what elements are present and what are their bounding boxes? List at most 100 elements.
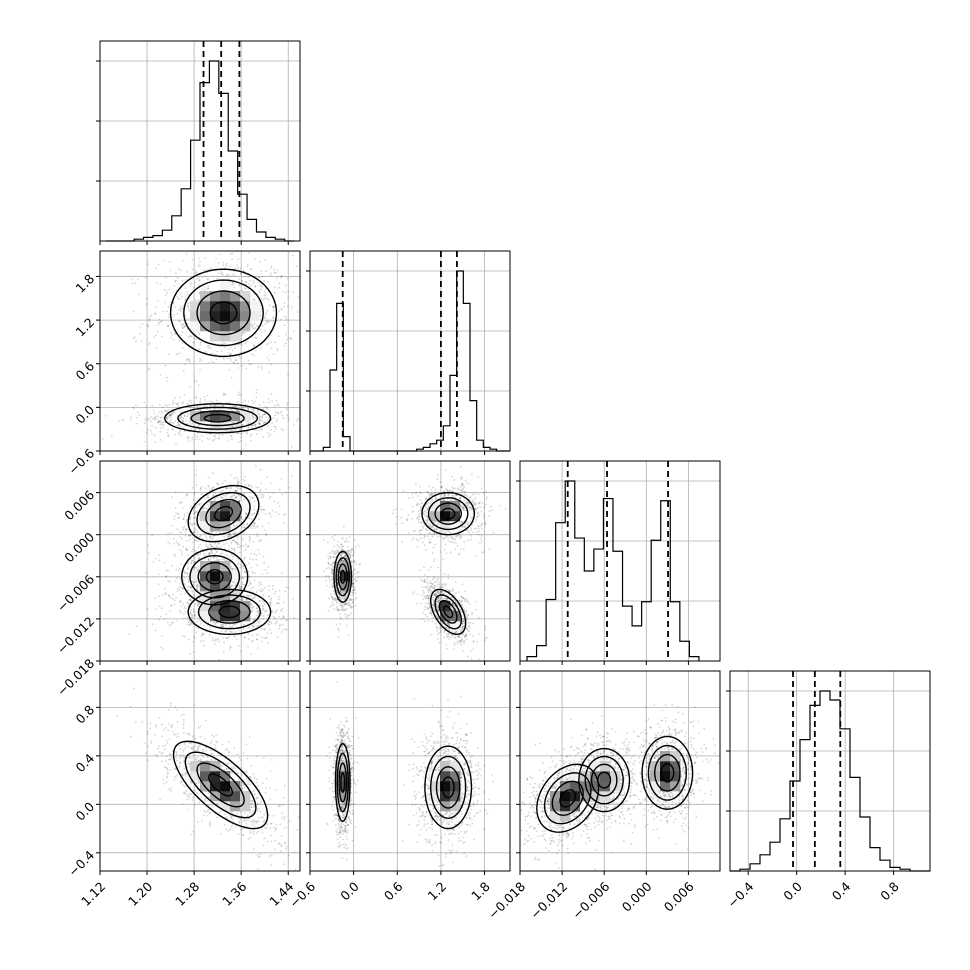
sample-point — [301, 607, 303, 609]
sample-point — [240, 515, 243, 518]
sample-point — [419, 509, 422, 511]
sample-point — [276, 636, 279, 639]
sample-point — [250, 640, 253, 643]
sample-point — [191, 613, 193, 616]
sample-point — [242, 584, 245, 586]
sample-point — [179, 563, 182, 565]
sample-point — [280, 609, 282, 612]
sample-point — [212, 352, 214, 355]
sample-point — [246, 263, 249, 266]
density-cell — [220, 611, 231, 622]
sample-point — [240, 356, 243, 359]
sample-point — [148, 343, 150, 346]
sample-point — [209, 438, 211, 441]
sample-point — [260, 365, 263, 368]
sample-point — [190, 402, 192, 404]
sample-point — [180, 416, 183, 419]
sample-point — [199, 400, 202, 402]
sample-point — [221, 496, 223, 499]
sample-point — [285, 619, 287, 622]
sample-point — [268, 371, 271, 374]
sample-point — [257, 625, 259, 628]
sample-point — [440, 486, 443, 488]
sample-point — [200, 359, 203, 362]
sample-point — [254, 595, 256, 598]
sample-point — [173, 284, 176, 287]
sample-point — [234, 584, 237, 587]
sample-point — [186, 573, 189, 575]
sample-point — [242, 524, 245, 527]
sample-point — [203, 405, 205, 408]
contour-line — [214, 505, 234, 522]
sample-point — [282, 290, 284, 293]
sample-point — [245, 367, 248, 370]
sample-point — [179, 305, 182, 308]
sample-point — [192, 499, 195, 501]
sample-point — [453, 538, 456, 541]
sample-point — [231, 548, 234, 551]
sample-point — [207, 285, 210, 288]
sample-point — [212, 494, 214, 497]
sample-point — [481, 523, 483, 526]
sample-point — [141, 323, 144, 326]
sample-point — [187, 585, 190, 588]
sample-point — [272, 316, 275, 319]
sample-point — [253, 298, 256, 301]
sample-point — [188, 359, 190, 361]
sample-point — [254, 349, 257, 352]
sample-point — [256, 535, 259, 538]
sample-point — [242, 478, 245, 481]
sample-point — [166, 376, 169, 379]
sample-point — [260, 288, 263, 290]
sample-point — [173, 518, 176, 521]
sample-point — [157, 421, 160, 424]
sample-point — [252, 409, 255, 411]
sample-point — [460, 478, 463, 480]
sample-point — [255, 423, 257, 426]
sample-point — [174, 433, 177, 436]
sample-point — [217, 546, 220, 549]
sample-point — [266, 425, 269, 428]
sample-point — [466, 502, 469, 504]
sample-point — [194, 596, 197, 599]
sample-point — [233, 533, 236, 535]
sample-point — [179, 582, 181, 585]
sample-point — [155, 267, 158, 270]
sample-point — [237, 367, 240, 369]
sample-point — [134, 282, 137, 284]
sample-point — [474, 508, 477, 511]
sample-point — [135, 422, 138, 425]
sample-point — [279, 277, 282, 279]
sample-point — [224, 346, 226, 349]
sample-point — [182, 419, 184, 422]
sample-point — [261, 573, 264, 576]
sample-point — [184, 571, 187, 574]
sample-point — [191, 541, 194, 544]
sample-point — [244, 548, 247, 551]
sample-point — [209, 347, 212, 350]
sample-point — [483, 516, 486, 519]
sample-point — [444, 469, 447, 471]
sample-point — [231, 425, 234, 427]
sample-point — [302, 313, 304, 315]
sample-point — [165, 593, 167, 595]
sample-point — [429, 532, 432, 534]
sample-point — [228, 533, 231, 536]
sample-point — [230, 535, 232, 537]
sample-point — [197, 569, 200, 571]
sample-point — [147, 552, 150, 555]
sample-point — [194, 581, 197, 584]
sample-point — [283, 302, 286, 305]
sample-point — [263, 586, 266, 589]
sample-point — [228, 533, 231, 535]
sample-point — [454, 499, 457, 502]
sample-point — [237, 432, 240, 435]
sample-point — [265, 270, 268, 273]
sample-point — [265, 636, 267, 639]
sample-point — [270, 599, 272, 601]
sample-point — [192, 610, 195, 613]
sample-point — [283, 514, 285, 516]
sample-point — [260, 590, 263, 593]
sample-point — [452, 494, 454, 497]
